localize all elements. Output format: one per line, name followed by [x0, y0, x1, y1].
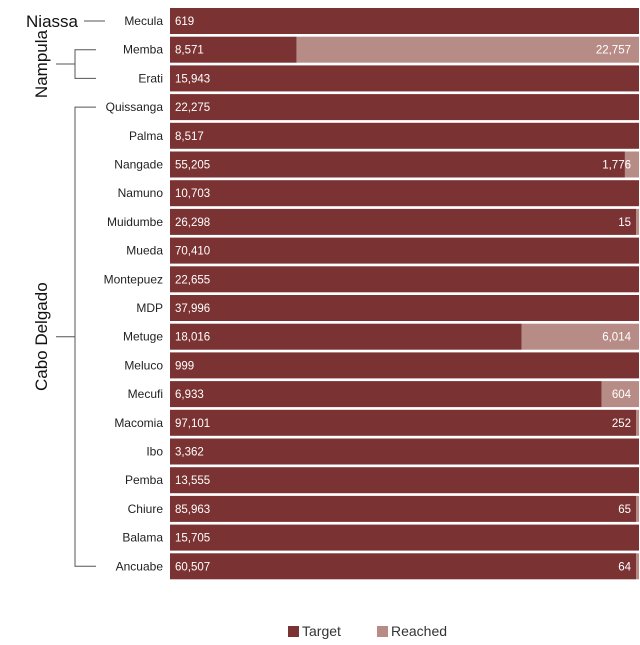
target-value-label: 37,996 — [175, 303, 210, 315]
target-bar — [170, 495, 636, 522]
category-label: Mecula — [124, 14, 163, 28]
reached-bar — [636, 495, 639, 522]
target-value-label: 97,101 — [175, 418, 210, 430]
category-label: Metuge — [123, 330, 163, 344]
target-value-label: 619 — [175, 16, 194, 28]
target-value-label: 60,507 — [175, 561, 210, 573]
target-bar — [170, 467, 639, 494]
legend-entry: Target — [302, 623, 341, 639]
reached-value-label: 65 — [618, 504, 631, 516]
category-label: Montepuez — [104, 272, 163, 286]
target-bar — [170, 409, 636, 436]
target-bar — [170, 65, 639, 92]
target-value-label: 999 — [175, 360, 194, 372]
category-label: Namuno — [118, 186, 164, 200]
target-value-label: 70,410 — [175, 246, 210, 258]
reached-bar — [521, 323, 639, 350]
category-label: Chiure — [128, 502, 164, 516]
target-value-label: 8,571 — [175, 45, 204, 57]
target-bar — [170, 180, 639, 207]
reached-value-label: 64 — [618, 561, 631, 573]
target-bar — [170, 352, 639, 379]
category-label: Nangade — [114, 158, 163, 172]
target-value-label: 6,933 — [175, 389, 204, 401]
target-bar — [170, 323, 522, 350]
reached-value-label: 604 — [612, 389, 632, 401]
group-label: Nampula — [32, 29, 51, 98]
target-bar — [170, 553, 636, 580]
target-bar — [170, 524, 639, 551]
legend-swatch — [288, 626, 299, 637]
target-value-label: 3,362 — [175, 447, 204, 459]
category-label: Quissanga — [106, 100, 164, 114]
target-bar — [170, 151, 625, 178]
category-label: Mueda — [126, 244, 163, 258]
reached-bar — [636, 409, 639, 436]
target-bar — [170, 266, 639, 293]
category-label: Memba — [123, 43, 163, 57]
category-labels: Mecula Memba Erati Quissanga Palma Nangade Nam… — [104, 14, 164, 573]
target-bar — [170, 94, 639, 121]
reached-bar — [624, 151, 639, 178]
legend: Target Reached — [288, 623, 447, 639]
bars-layer: 619 8,571 22,757 15,943 22,275 8,517 55,205 1,7… — [170, 8, 639, 580]
target-value-label: 22,655 — [175, 274, 210, 286]
legend-entry: Reached — [391, 623, 447, 639]
target-value-label: 15,705 — [175, 533, 210, 545]
category-label: Meluco — [124, 358, 163, 372]
target-bar — [170, 438, 639, 465]
target-bar — [170, 381, 602, 408]
reached-value-label: 15 — [618, 217, 631, 229]
group-bracket — [56, 106, 96, 567]
reached-bar — [601, 381, 639, 408]
target-value-label: 8,517 — [175, 131, 204, 143]
reached-bar — [636, 553, 639, 580]
category-label: MDP — [136, 301, 163, 315]
category-label: Balama — [122, 531, 163, 545]
target-value-label: 18,016 — [175, 332, 210, 344]
category-label: Macomia — [114, 416, 163, 430]
target-bar — [170, 122, 639, 149]
target-value-label: 10,703 — [175, 188, 210, 200]
category-label: Ibo — [146, 445, 163, 459]
target-bar — [170, 208, 636, 235]
reached-value-label: 6,014 — [602, 332, 631, 344]
category-label: Palma — [129, 129, 163, 143]
group-label: Niassa — [26, 12, 79, 31]
target-bar — [170, 237, 639, 264]
category-label: Erati — [138, 71, 163, 85]
target-value-label: 55,205 — [175, 160, 210, 172]
target-bar — [170, 295, 639, 321]
reached-value-label: 1,776 — [602, 160, 631, 172]
category-label: Ancuabe — [116, 559, 164, 573]
reached-bar — [296, 36, 639, 63]
reached-value-label: 22,757 — [596, 45, 631, 57]
target-value-label: 26,298 — [175, 217, 210, 229]
target-value-label: 13,555 — [175, 475, 210, 487]
target-value-label: 22,275 — [175, 102, 210, 114]
group-label: Cabo Delgado — [32, 282, 51, 391]
category-label: Pemba — [125, 473, 163, 487]
target-bar — [170, 36, 297, 63]
target-bar — [170, 8, 639, 34]
category-label: Muidumbe — [107, 215, 163, 229]
legend-swatch — [377, 626, 388, 637]
reached-bar — [636, 208, 639, 235]
target-value-label: 85,963 — [175, 504, 210, 516]
category-label: Mecufi — [128, 387, 163, 401]
reached-value-label: 252 — [612, 418, 631, 430]
target-value-label: 15,943 — [175, 73, 210, 85]
group-bracket — [56, 49, 96, 79]
